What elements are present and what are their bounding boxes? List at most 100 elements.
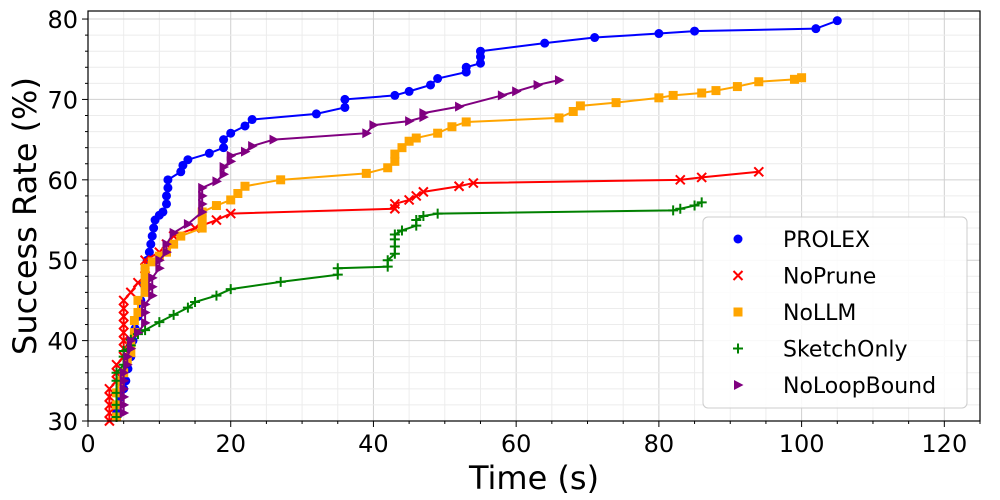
sketchonly-point [140,325,151,336]
y-axis-title: Success Rate (%) [6,77,44,355]
noloopbound-point [198,190,208,201]
prolex-point [590,33,600,43]
nollm-point [154,251,164,261]
noloopbound-point [198,198,208,209]
sketchonly-point [411,215,422,226]
prolex-point [161,191,171,201]
noloopbound-point [119,407,130,418]
nollm-point [711,86,721,96]
nollm-point [197,223,207,233]
sketchonly-point [154,317,165,328]
noloopbound-point [533,79,544,90]
noprune-point [125,287,137,298]
noloopbound-point [169,227,180,238]
prolex-point [540,38,550,48]
sketchonly-point [432,208,443,219]
x-tick-label: 80 [644,430,675,458]
nollm-point [176,231,186,241]
x-tick-label: 100 [779,430,825,458]
noloopbound-point [512,86,522,97]
prolex-point [240,121,250,131]
legend-label-noloopbound: NoLoopBound [783,374,936,399]
noprune-point [418,186,429,198]
prolex-point [475,46,485,56]
prolex-point [183,155,193,165]
prolex-point [163,175,173,185]
nollm-point [411,133,421,143]
noloopbound-point [369,120,379,131]
prolex-point [433,74,443,84]
noprune-point [225,208,236,219]
noprune-point [675,174,686,186]
sketchonly-point [696,197,707,208]
x-axis-title: Time (s) [468,459,599,497]
noloopbound-point [155,263,165,274]
noloopbound-point [119,383,130,394]
noloopbound-point [141,307,151,318]
sketchonly-point [275,276,286,287]
noloopbound-point [126,343,137,354]
noloopbound-point [219,161,230,172]
prolex-point [340,102,350,112]
noloopbound-point [119,399,130,410]
sketchonly-point [668,205,679,216]
nollm-point [447,122,457,132]
noprune-point [118,303,129,314]
y-tick-label: 70 [47,86,78,114]
x-tick-label: 0 [80,430,95,458]
nollm-point [797,73,807,83]
nollm-point [147,257,157,267]
nollm-point [233,188,243,198]
noloopbound-point [248,141,258,152]
nollm-point [404,136,414,146]
legend-marker-sketchonly [733,343,743,354]
nollm-point [129,316,139,326]
noprune-point [389,198,401,210]
noloopbound-point [198,182,208,193]
nollm-point [361,168,371,178]
nollm-point [554,113,564,123]
prolex-point [226,128,236,138]
nollm-point [276,175,286,185]
nollm-point [197,215,207,225]
noloopbound-point [219,169,230,180]
prolex-point [247,115,257,125]
nollm-point [240,181,250,191]
prolex-point [390,90,400,100]
nollm-point [668,90,678,100]
legend-label-sketchonly: SketchOnly [783,338,908,363]
prolex-point [475,58,485,68]
legend-marker-prolex [733,234,743,244]
nollm-point [611,98,621,108]
sketchonly-point [389,229,400,240]
noloopbound-point [148,290,158,301]
prolex-point [690,26,700,36]
legend-marker-nollm [733,307,743,317]
noloopbound-point [497,90,508,101]
noloopbound-point [554,75,565,86]
sketchonly-point [332,263,343,274]
noloopbound-point [240,146,251,157]
prolex-point [161,199,171,209]
series-noloopbound [119,75,565,418]
noprune-point [118,319,129,330]
nollm-line [115,76,802,417]
noprune-point [111,359,122,370]
nollm-point [133,295,143,305]
nollm-point [433,128,443,138]
nollm-point [211,201,221,211]
sketchonly-point [418,211,429,221]
prolex-point [832,16,842,26]
nollm-point [140,263,150,273]
prolex-point [158,207,168,217]
nollm-point [568,106,578,116]
noprune-point [403,194,415,206]
noloopbound-point [405,116,415,127]
noloopbound-point [362,128,372,139]
nollm-point [140,279,150,289]
noprune-point [753,166,764,177]
noprune-point [118,295,129,306]
nollm-point [397,143,407,153]
nollm-point [654,93,664,103]
